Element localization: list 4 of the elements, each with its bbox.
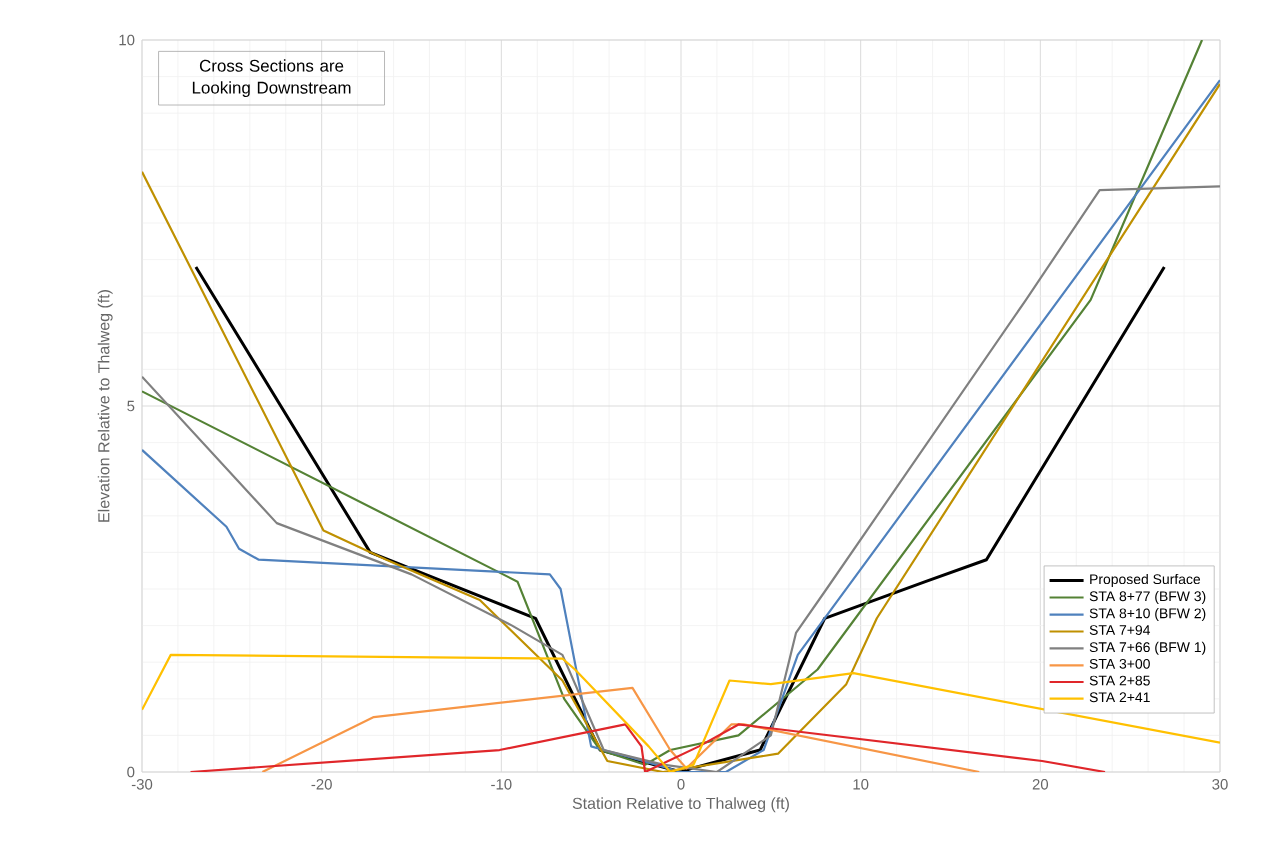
annotation: Cross Sections are Looking Downstream bbox=[192, 59, 351, 98]
line-series bbox=[142, 653, 1220, 772]
line-series bbox=[189, 723, 1107, 772]
line-series bbox=[261, 686, 981, 772]
